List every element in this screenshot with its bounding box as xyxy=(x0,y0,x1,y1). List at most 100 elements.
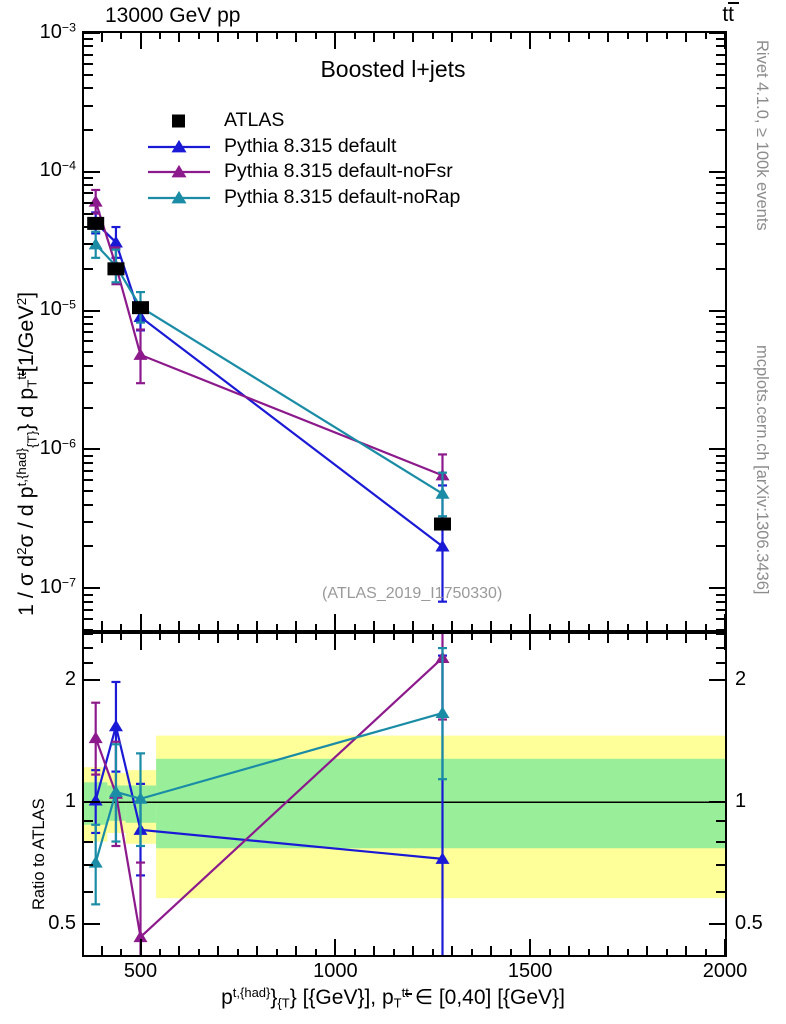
x-tick-bottom-minor xyxy=(158,949,161,955)
y-major-tick-main-4 xyxy=(84,587,100,590)
xlab-part-g: tt xyxy=(402,985,409,1000)
x-tick-top xyxy=(685,33,688,42)
y-minor-tick-main xyxy=(84,38,93,41)
y-minor-tick-main xyxy=(84,177,93,180)
x-tick-bottom-minor xyxy=(470,949,473,955)
y-minor-tick-main xyxy=(84,87,93,90)
x-tick-top xyxy=(412,33,415,42)
x-tick-bottom xyxy=(373,621,376,630)
x-tick-bottom-minor xyxy=(392,949,395,955)
y-minor-tick-main-right xyxy=(716,201,725,204)
y-minor-tick-ratio xyxy=(84,662,93,665)
x-tick-top xyxy=(178,33,181,42)
x-tick-top xyxy=(646,33,649,42)
y-minor-tick-main xyxy=(84,593,93,596)
y-minor-tick-main-right xyxy=(716,73,725,76)
x-tick-bottom-minor xyxy=(275,624,278,630)
x-tick-top xyxy=(373,33,376,42)
y-minor-tick-ratio xyxy=(84,633,93,635)
y-minor-tick-main-right xyxy=(716,192,725,195)
y-minor-tick-main xyxy=(84,192,93,195)
y-minor-tick-ratio-right xyxy=(716,662,725,665)
legend-marker-square-icon xyxy=(146,108,212,134)
x-tick-top xyxy=(139,634,142,650)
x-tick-label-0: 500 xyxy=(123,960,158,982)
x-tick-bottom-minor xyxy=(626,949,629,955)
x-tick-bottom-minor xyxy=(314,624,317,630)
x-tick-top-minor xyxy=(665,33,668,39)
y-minor-tick-main-right xyxy=(716,469,725,472)
legend-marker-triangle-icon xyxy=(146,185,212,211)
x-tick-bottom-minor xyxy=(120,949,123,955)
x-tick-bottom xyxy=(334,939,337,955)
ratio-series-3 xyxy=(88,646,450,906)
x-tick-bottom xyxy=(334,614,337,630)
x-tick-bottom xyxy=(295,946,298,955)
x-tick-bottom-minor xyxy=(665,949,668,955)
x-tick-top-minor xyxy=(353,33,356,39)
x-tick-bottom xyxy=(451,946,454,955)
process-text: tt xyxy=(722,3,734,26)
y-major-tick-ratio-right-0 xyxy=(709,679,725,682)
y-tick-label-main-4-exponent: −7 xyxy=(61,575,76,590)
y-minor-tick-main-right xyxy=(716,520,725,523)
x-tick-bottom-minor xyxy=(587,624,590,630)
x-tick-top xyxy=(490,634,493,643)
x-tick-top-minor xyxy=(392,634,395,640)
x-tick-bottom-minor xyxy=(431,624,434,630)
xlab-part-f: T xyxy=(393,995,402,1011)
x-tick-bottom xyxy=(724,939,726,955)
y-minor-tick-main xyxy=(84,243,93,246)
y-minor-tick-main xyxy=(84,545,93,548)
x-tick-top xyxy=(490,33,493,42)
x-tick-top-minor xyxy=(314,33,317,39)
legend-label-1: Pythia 8.315 default xyxy=(224,134,397,157)
y-minor-tick-main-right xyxy=(716,503,725,506)
x-tick-top xyxy=(529,33,532,49)
y-minor-tick-main-right xyxy=(716,62,725,65)
x-tick-bottom-minor xyxy=(587,949,590,955)
x-tick-bottom-minor xyxy=(275,949,278,955)
y-tick-label-ratio-2: 0.5 xyxy=(48,911,76,934)
y-minor-tick-main xyxy=(84,490,93,493)
x-tick-bottom xyxy=(607,946,610,955)
y-major-tick-ratio-0 xyxy=(84,679,100,682)
y-minor-tick-ratio-right xyxy=(716,819,725,822)
y-minor-tick-main xyxy=(84,226,93,229)
y-minor-tick-main-right xyxy=(716,177,725,180)
y-minor-tick-main xyxy=(84,45,93,48)
x-tick-top-minor xyxy=(587,33,590,39)
x-tick-bottom xyxy=(646,621,649,630)
antiquark-overbar xyxy=(728,1,740,4)
x-tick-top-minor xyxy=(158,634,161,640)
x-tick-top xyxy=(451,33,454,42)
y-major-tick-ratio-right-1 xyxy=(709,801,725,804)
y-minor-tick-main xyxy=(84,469,93,472)
y-major-tick-main-right-2 xyxy=(709,309,725,312)
y-minor-tick-main-right xyxy=(716,104,725,107)
y-minor-tick-ratio-right xyxy=(716,840,725,843)
x-tick-bottom xyxy=(412,621,415,630)
main-plot-panel xyxy=(82,31,727,632)
x-tick-bottom xyxy=(256,946,259,955)
main-series-atlas xyxy=(87,216,451,531)
y-major-tick-ratio-1 xyxy=(84,801,100,804)
x-tick-top-minor xyxy=(626,33,629,39)
y-minor-tick-main xyxy=(84,382,93,385)
analysis-id-watermark: (ATLAS_2019_I1750330) xyxy=(322,585,503,602)
y-minor-tick-main xyxy=(84,461,93,464)
y-minor-tick-main xyxy=(84,53,93,56)
ratio-uncertainty-band-green xyxy=(84,758,725,849)
x-tick-top xyxy=(724,33,726,49)
y-minor-tick-main xyxy=(84,267,93,270)
x-tick-top-minor xyxy=(120,33,123,39)
x-tick-bottom xyxy=(568,621,571,630)
x-tick-label-2: 1500 xyxy=(507,960,553,982)
x-tick-bottom xyxy=(412,946,415,955)
y-minor-tick-main-right xyxy=(716,38,725,41)
y-minor-tick-main xyxy=(84,406,93,409)
y-minor-tick-main-right xyxy=(716,608,725,611)
x-tick-bottom xyxy=(451,621,454,630)
